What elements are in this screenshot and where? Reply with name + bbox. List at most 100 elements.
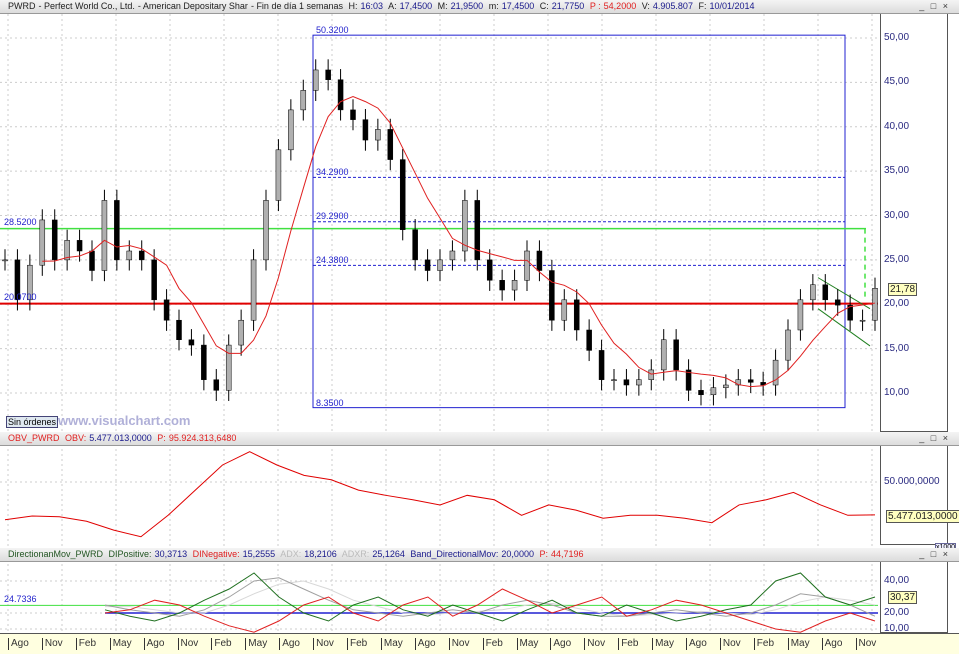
candle-body	[263, 200, 269, 261]
dmi-tick-10: 10,00	[884, 623, 910, 634]
candle-body	[723, 384, 729, 388]
candle-body	[325, 69, 331, 80]
candle-body	[573, 299, 580, 331]
adxr-line	[105, 580, 876, 617]
time-label: Nov	[313, 638, 334, 650]
level-green: 28.5200	[4, 217, 37, 227]
f-value: 10/01/2014	[709, 1, 755, 11]
candle-body	[437, 259, 443, 271]
candle-body	[412, 229, 418, 261]
di-negative-line	[104, 588, 876, 633]
obv-window-controls[interactable]: _ □ ×	[919, 433, 950, 443]
candle-body	[872, 288, 878, 321]
time-label: Ago	[143, 638, 164, 650]
candle-body	[114, 200, 120, 261]
adx-value: 18,2106	[304, 549, 337, 559]
obv-name: OBV_PWRD	[8, 433, 60, 443]
time-label: Feb	[75, 638, 96, 650]
candle-body	[611, 379, 617, 381]
price-tick: 30,00	[884, 209, 910, 221]
candle-body	[561, 299, 568, 321]
time-label: Nov	[177, 638, 198, 650]
dmi-tick-40: 40,00	[884, 575, 910, 586]
candle-body	[350, 109, 356, 120]
obv-line	[4, 451, 876, 538]
candle-body	[375, 129, 381, 141]
dmi-tag: 30,37	[888, 591, 918, 604]
candle-body	[39, 219, 46, 266]
time-axis: Ago Nov Feb May Ago Nov Feb May Ago Nov Feb May Ago N…	[0, 633, 959, 654]
time-label: Ago	[8, 638, 29, 650]
candle-body	[101, 200, 108, 271]
candle-body	[623, 379, 630, 386]
time-label: Nov	[584, 638, 605, 650]
last-price-tag: 21,78	[888, 283, 918, 296]
time-label: May	[245, 638, 267, 650]
level-2: 29.2900	[316, 211, 349, 221]
candle-body	[213, 379, 220, 391]
din-label: DINegative:	[192, 549, 240, 559]
time-label: Feb	[211, 638, 232, 650]
level-3: 24.3800	[316, 255, 349, 265]
dmi-window-controls[interactable]: _ □ ×	[919, 549, 950, 559]
f-label: F:	[698, 1, 707, 11]
candle-body	[89, 250, 95, 271]
candle-body	[14, 259, 21, 301]
c-value: 21,7750	[551, 1, 585, 11]
candle-body	[387, 129, 394, 160]
time-label: May	[516, 638, 538, 650]
candle-body	[449, 250, 456, 261]
dmi-tick-20: 20,00	[884, 607, 910, 618]
time-label: May	[109, 638, 132, 650]
channel-bottom	[817, 308, 871, 347]
candle-body	[685, 369, 692, 391]
candle-body	[362, 119, 369, 141]
obv-axis	[880, 446, 948, 545]
time-label: May	[380, 638, 403, 650]
mi-value: 17,4500	[501, 1, 535, 11]
adx-label: ADX:	[280, 549, 302, 559]
sin-ordenes-button[interactable]: Sin órdenes	[6, 416, 59, 428]
m-value: 21,9500	[450, 1, 484, 11]
obv-p-label: P:	[157, 433, 166, 443]
obv-tick: 50.000,0000	[884, 476, 940, 487]
candle-body	[698, 390, 704, 396]
candle-body	[399, 159, 406, 230]
h-label: H:	[348, 1, 358, 11]
candle-body	[312, 69, 319, 91]
candle-body	[27, 264, 33, 301]
candle-body	[64, 240, 70, 261]
window-controls[interactable]: _ □ ×	[919, 1, 950, 11]
dmi-level: 24.7336	[4, 594, 37, 604]
candle-body	[859, 319, 866, 322]
candle-body	[822, 284, 829, 301]
time-label: Nov	[448, 638, 469, 650]
symbol: PWRD	[8, 1, 36, 11]
candle-body	[76, 240, 83, 252]
obv-label: OBV:	[65, 433, 87, 443]
p-value: 54,2000	[603, 1, 637, 11]
level-high: 50.3200	[316, 25, 349, 35]
dmi-p-label: P:	[539, 549, 548, 559]
candle-body	[511, 280, 518, 291]
candle-body	[238, 319, 244, 346]
candle-body	[785, 329, 791, 361]
mi-label: m:	[488, 1, 499, 11]
candle-body	[586, 329, 592, 351]
price-tick: 15,00	[884, 342, 910, 354]
candle-body	[474, 200, 481, 261]
time-label: Ago	[686, 638, 707, 650]
obv-value: 5.477.013,0000	[89, 433, 152, 443]
band-label: Band_DirectionalMov:	[410, 549, 499, 559]
candle-body	[486, 259, 493, 281]
adxr-label: ADXR:	[341, 549, 370, 559]
candle-body	[201, 344, 207, 380]
h-value: 16:03	[360, 1, 384, 11]
dip-value: 30,3713	[154, 549, 188, 559]
level-red: 20.0700	[4, 292, 37, 302]
a-value: 17,4500	[399, 1, 433, 11]
level-low: 8.3500	[316, 398, 344, 408]
candle-body	[772, 359, 779, 386]
candle-body	[536, 250, 543, 271]
